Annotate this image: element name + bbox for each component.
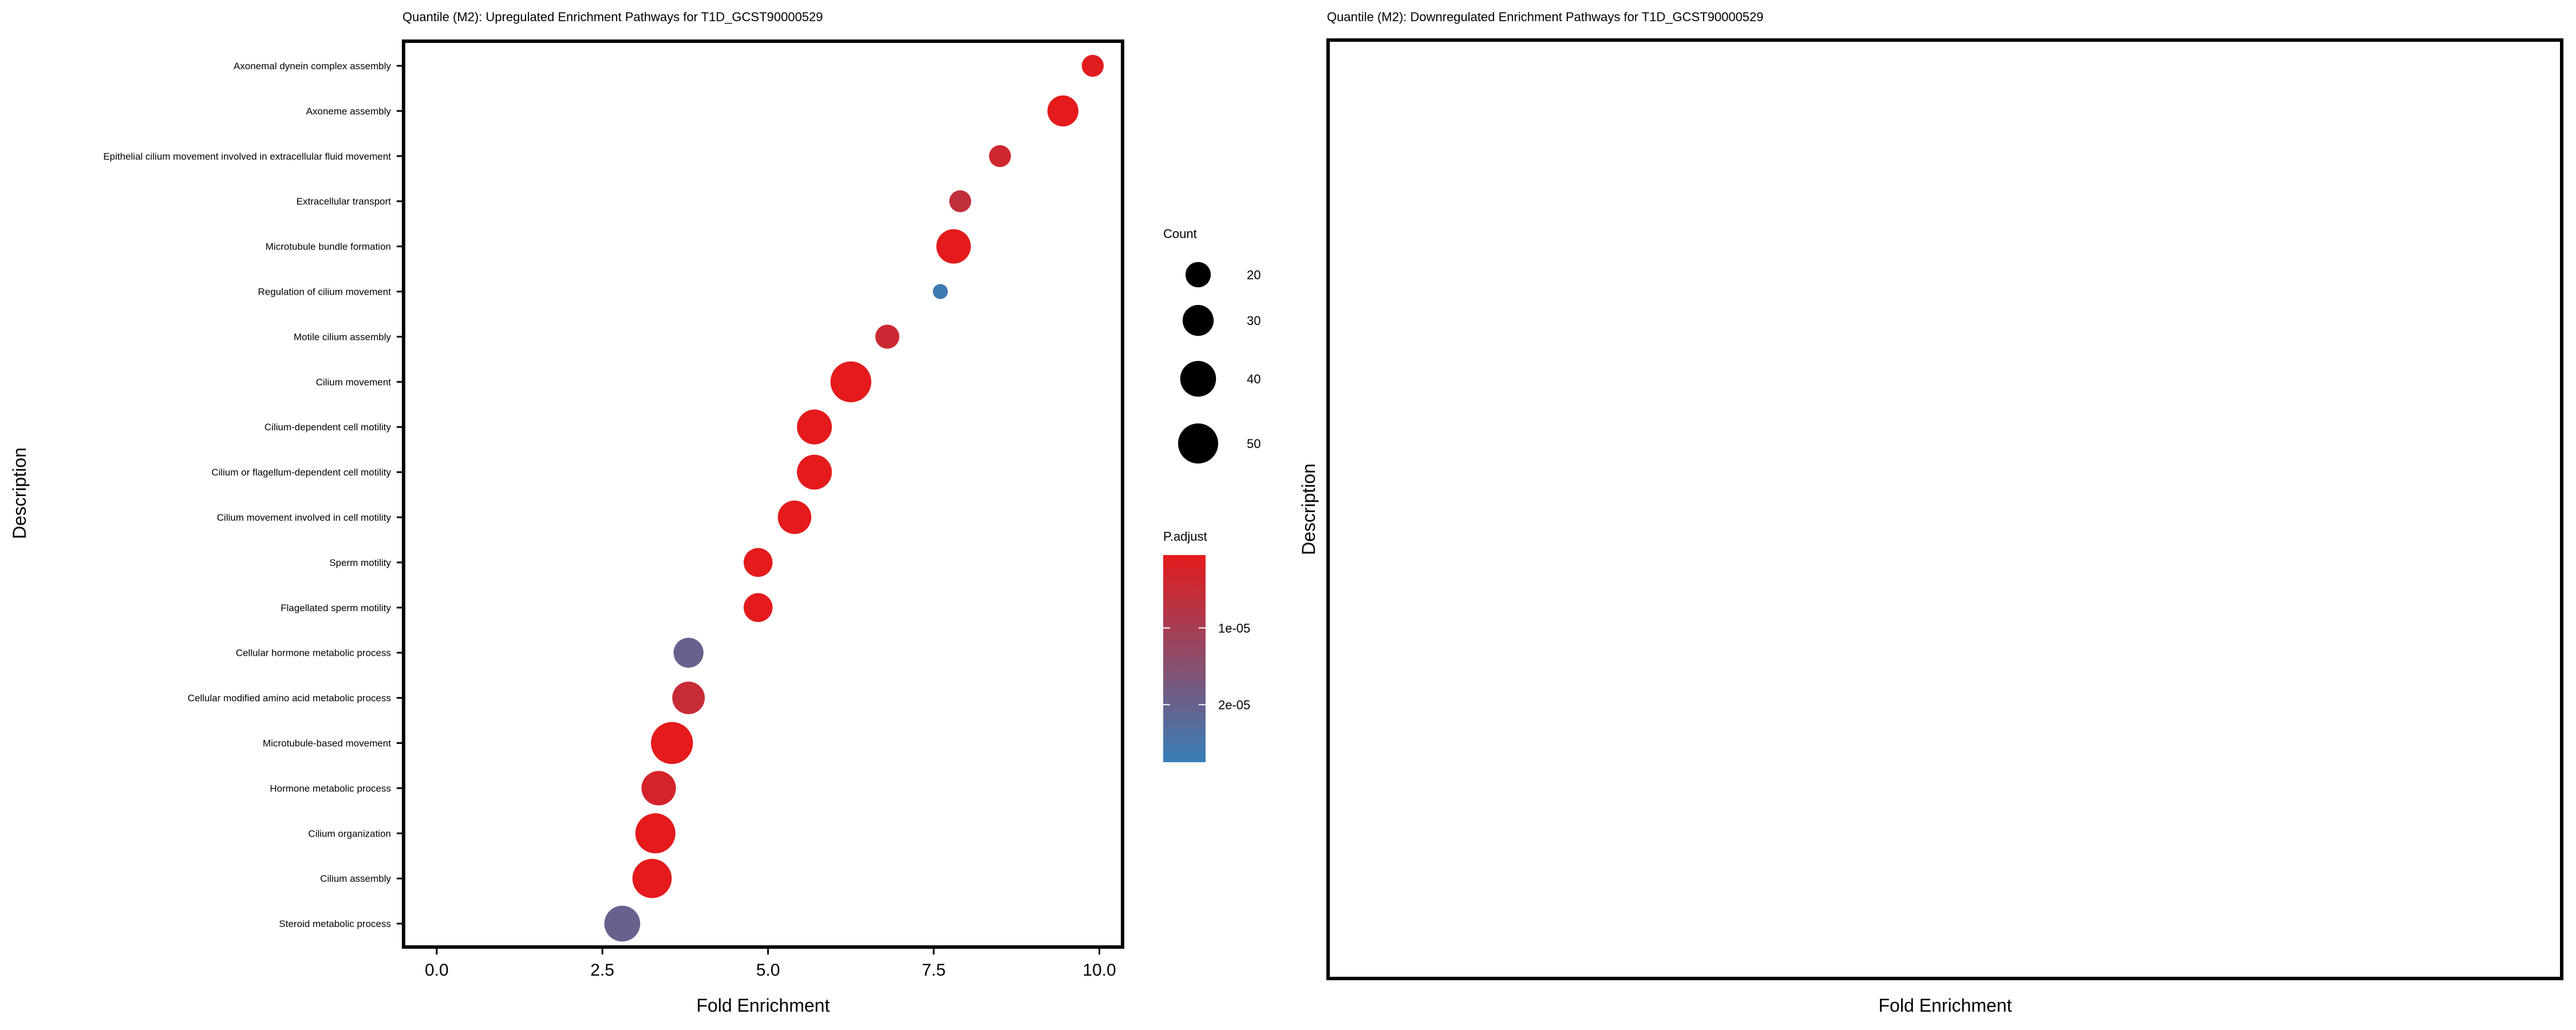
y-tick-label: Axonemal dynein complex assembly <box>234 61 391 72</box>
y-tick-label: Sperm motility <box>329 557 391 568</box>
y-tick-label: Cilium-dependent cell motility <box>264 422 392 433</box>
y-tick-label: Axoneme assembly <box>306 106 392 117</box>
y-tick-label: Flagellated sperm motility <box>280 603 391 613</box>
y-tick-label: Extracellular transport <box>297 196 392 207</box>
upregulated-panel: Quantile (M2): Upregulated Enrichment Pa… <box>9 10 1124 1016</box>
downregulated-y-axis-label: Description <box>1298 464 1319 555</box>
upregulated-plot-frame <box>402 39 1124 949</box>
enrichment-point <box>673 637 704 668</box>
padjust-tick-label: 2e-05 <box>1218 698 1250 712</box>
enrichment-point <box>777 500 812 534</box>
enrichment-point <box>949 190 971 212</box>
x-tick-label: 10.0 <box>1082 961 1116 980</box>
y-tick-label: Microtubule-based movement <box>263 738 391 749</box>
y-tick-label: Cilium organization <box>308 828 391 839</box>
y-tick-label: Cilium or flagellum-dependent cell motil… <box>211 467 391 478</box>
upregulated-x-ticks: 0.0 2.5 5.0 7.5 10.0 <box>425 949 1116 980</box>
enrichment-point <box>936 229 971 264</box>
count-legend: 20 30 40 50 <box>1178 262 1261 464</box>
y-tick-label: Cellular hormone metabolic process <box>236 648 391 659</box>
enrichment-point <box>875 324 900 349</box>
downregulated-plot-frame <box>1326 38 2563 980</box>
upregulated-points <box>604 54 1104 942</box>
downregulated-panel: Quantile (M2): Downregulated Enrichment … <box>1298 10 2563 1016</box>
enrichment-point <box>672 682 705 715</box>
enrichment-point <box>744 593 773 623</box>
enrichment-point <box>797 409 832 445</box>
count-legend-label: 50 <box>1247 437 1261 451</box>
enrichment-point <box>933 284 948 299</box>
count-legend-label: 20 <box>1247 268 1261 282</box>
enrichment-point <box>1047 95 1078 127</box>
count-legend-key <box>1180 360 1216 397</box>
legend: Count 20 30 40 50 P.adjust 1e-05 2e-05 <box>1163 227 1261 762</box>
downregulated-x-axis-label: Fold Enrichment <box>1879 995 2012 1016</box>
enrichment-point <box>604 905 641 942</box>
enrichment-point <box>632 858 672 898</box>
y-tick-label: Cilium movement <box>316 377 392 387</box>
y-tick-label: Cellular modified amino acid metabolic p… <box>188 693 391 704</box>
count-legend-key <box>1185 262 1211 288</box>
y-tick-label: Hormone metabolic process <box>270 783 391 794</box>
y-tick-label: Motile cilium assembly <box>294 331 392 342</box>
padjust-legend-ticks: 1e-05 2e-05 <box>1163 621 1250 712</box>
padjust-colorbar <box>1163 555 1206 762</box>
padjust-tick-label: 1e-05 <box>1218 621 1250 635</box>
enrichment-point <box>641 771 676 806</box>
enrichment-point <box>830 361 872 402</box>
count-legend-label: 30 <box>1247 314 1261 328</box>
upregulated-y-ticks: Axonemal dynein complex assembly Axoneme … <box>103 61 402 929</box>
upregulated-chart-title: Quantile (M2): Upregulated Enrichment Pa… <box>402 10 823 24</box>
count-legend-title: Count <box>1163 227 1197 241</box>
count-legend-key <box>1182 304 1214 336</box>
count-legend-label: 40 <box>1247 372 1261 386</box>
y-tick-label: Epithelial cilium movement involved in e… <box>103 151 391 162</box>
count-legend-key <box>1178 423 1219 464</box>
enrichment-point <box>1081 54 1104 77</box>
padjust-legend-title: P.adjust <box>1163 529 1207 544</box>
upregulated-x-axis-label: Fold Enrichment <box>697 995 830 1016</box>
enrichment-point <box>635 813 675 854</box>
y-tick-label: Cilium assembly <box>320 873 391 884</box>
x-tick-label: 2.5 <box>590 961 614 980</box>
enrichment-point <box>651 722 693 764</box>
y-tick-label: Regulation of cilium movement <box>258 287 392 298</box>
x-tick-label: 5.0 <box>756 961 780 980</box>
enrichment-point <box>744 548 773 577</box>
downregulated-chart-title: Quantile (M2): Downregulated Enrichment … <box>1327 10 1764 24</box>
x-tick-label: 7.5 <box>922 961 946 980</box>
x-tick-label: 0.0 <box>425 961 449 980</box>
enrichment-point <box>797 454 832 490</box>
upregulated-y-axis-label: Description <box>9 447 30 539</box>
enrichment-point <box>989 145 1012 167</box>
y-tick-label: Steroid metabolic process <box>279 918 391 929</box>
y-tick-label: Cilium movement involved in cell motilit… <box>217 512 392 523</box>
y-tick-label: Microtubule bundle formation <box>266 241 391 252</box>
